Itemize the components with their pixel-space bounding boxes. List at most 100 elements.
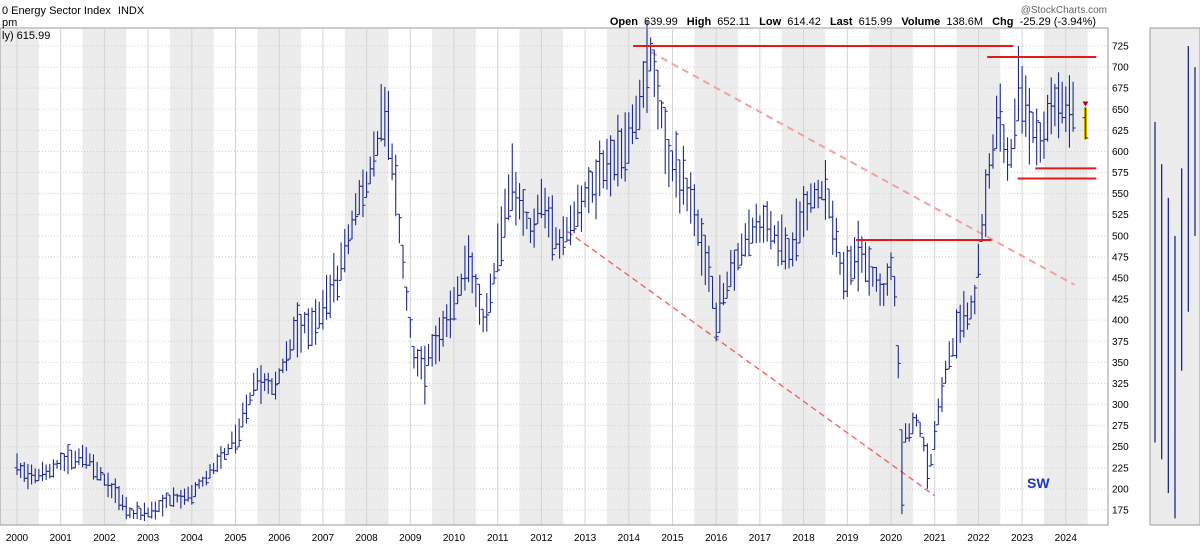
ohlc-bar	[990, 134, 996, 169]
y-tick-label: 325	[1112, 379, 1129, 390]
x-tick-label: 2007	[312, 533, 335, 544]
watermark: @StockCharts.com	[1021, 5, 1107, 16]
x-tick-label: 2011	[487, 533, 509, 544]
x-tick-label: 2018	[792, 533, 815, 544]
trend-lines	[567, 51, 1076, 497]
x-axis-tick-labels: 2000 2001 2002 2003 2004 2005 2006 2007 2008 2009…	[6, 533, 1077, 544]
ohlc-bar	[720, 283, 726, 306]
y-tick-label: 275	[1112, 421, 1129, 432]
ohlc-bar	[648, 37, 654, 72]
sw-annotation: SW	[1027, 475, 1050, 491]
y-tick-label: 225	[1112, 463, 1129, 474]
x-tick-label: 2020	[880, 533, 903, 544]
trend-line	[567, 231, 936, 497]
x-tick-label: 2009	[399, 533, 422, 544]
ohlc-bar	[345, 224, 351, 255]
x-tick-label: 2003	[137, 533, 160, 544]
ohlc-bar	[724, 271, 730, 299]
ohlc-bar	[222, 448, 228, 460]
ohlc-bar	[899, 429, 905, 515]
ohlc-bar	[917, 421, 923, 438]
y-tick-label: 525	[1112, 210, 1129, 221]
ohlc-bar	[520, 189, 526, 236]
ohlc-bar	[571, 201, 577, 234]
plot-frame	[0, 27, 1109, 526]
y-tick-label: 250	[1112, 442, 1129, 453]
x-tick-label: 2017	[749, 533, 772, 544]
y-tick-label: 600	[1112, 147, 1129, 158]
ohlc-bar	[644, 20, 650, 113]
y-tick-label: 650	[1112, 105, 1129, 116]
ohlc-bar	[396, 213, 402, 244]
y-axis-tick-labels: 175 200 225 250 275 300 325 350 375 400 425 450 475 5…	[1112, 42, 1129, 517]
ohlc-bar	[531, 208, 537, 248]
ohlc-bar	[189, 485, 195, 505]
ohlc-bar	[203, 470, 209, 486]
y-tick-label: 175	[1112, 506, 1129, 517]
ohlc-bar	[848, 245, 854, 285]
ohlc-bar	[586, 167, 592, 214]
ohlc-bar	[888, 252, 894, 281]
ohlc-bar	[364, 171, 370, 198]
ohlc-bar	[866, 246, 872, 296]
ohlc-bar	[491, 262, 497, 285]
ohlc-bar	[334, 265, 340, 301]
y-tick-label: 400	[1112, 316, 1129, 327]
ohlc-bar	[353, 193, 359, 226]
ohlc-bar	[498, 206, 504, 267]
chart-title: 0 Energy Sector Index INDX	[2, 5, 145, 17]
ohlc-bar	[294, 302, 300, 358]
y-tick-label: 375	[1112, 337, 1129, 348]
ohlc-bar	[1034, 108, 1040, 166]
ohlc-bar	[699, 217, 705, 276]
price-bars	[14, 20, 1089, 522]
ohlc-bar	[666, 138, 672, 188]
y-tick-label: 300	[1112, 400, 1129, 411]
series-last-label: ly) 615.99	[2, 30, 50, 42]
ohlc-bar	[495, 223, 501, 273]
ohlc-bar	[134, 501, 140, 520]
y-tick-label: 450	[1112, 274, 1129, 285]
x-tick-label: 2015	[661, 533, 684, 544]
resistance-lines	[633, 45, 1097, 242]
x-tick-label: 2006	[268, 533, 291, 544]
ohlc-bar	[895, 345, 901, 379]
ohlc-bar	[476, 283, 482, 325]
x-tick-label: 2008	[355, 533, 378, 544]
ohlc-bar	[524, 211, 530, 230]
ohlc-bar	[163, 492, 169, 509]
ohlc-bar	[939, 377, 945, 413]
y-tick-label: 550	[1112, 189, 1129, 200]
ohlc-bar	[735, 242, 741, 271]
ohlc-bar	[706, 245, 712, 292]
y-tick-label: 700	[1112, 63, 1129, 74]
ohlc-bar	[975, 243, 981, 278]
ohlc-bar	[65, 444, 71, 474]
ohlc-bar	[833, 217, 839, 258]
ohlc-bar	[422, 345, 428, 405]
y-tick-label: 500	[1112, 231, 1129, 242]
ohlc-bar	[673, 131, 679, 198]
y-tick-label: 200	[1112, 484, 1129, 495]
x-tick-label: 2014	[618, 533, 641, 544]
last-ohlc-bar	[1082, 101, 1089, 140]
x-tick-label: 2021	[924, 533, 947, 544]
x-tick-label: 2002	[93, 533, 116, 544]
ohlc-bar	[487, 273, 493, 314]
ohlc-bar	[822, 159, 828, 220]
x-tick-label: 2022	[967, 533, 990, 544]
y-tick-label: 475	[1112, 252, 1129, 263]
x-tick-label: 2024	[1055, 533, 1078, 544]
x-tick-label: 2004	[181, 533, 204, 544]
ohlc-bar	[484, 293, 490, 332]
ohlc-bar	[793, 198, 799, 261]
ohlc-bar	[662, 106, 668, 174]
ohlc-bar	[892, 275, 898, 307]
x-tick-label: 2023	[1011, 533, 1034, 544]
y-tick-label: 575	[1112, 168, 1129, 179]
ohlc-bar	[283, 341, 289, 371]
ohlc-bar	[549, 195, 555, 261]
ohlc-bar	[98, 467, 104, 481]
ohlc-bar	[943, 360, 949, 384]
